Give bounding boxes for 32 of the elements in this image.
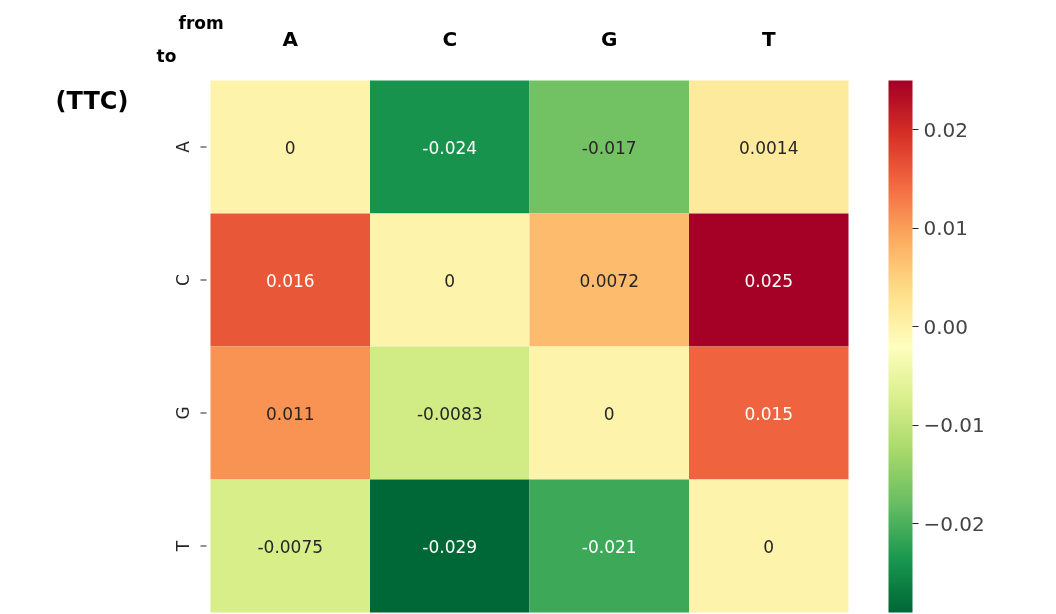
y-tick-label: G [172, 406, 193, 420]
data-label: 0.015 [744, 403, 794, 424]
data-label: -0.0083 [416, 403, 483, 424]
data-label: 0 [763, 536, 775, 557]
color-bar-label: 0.00 [923, 314, 969, 339]
data-label: 0.016 [265, 270, 315, 291]
data-label: 0 [603, 403, 615, 424]
data-label: -0.0075 [257, 536, 324, 557]
color-bar-label: 0.01 [923, 216, 969, 241]
y-tick-label: C [172, 274, 193, 286]
x-tick-label: A [282, 26, 299, 51]
y-tick-label: T [172, 540, 193, 553]
x-axis-title: from [178, 12, 224, 33]
x-tick-label: G [601, 26, 618, 51]
data-label: 0.025 [744, 270, 794, 291]
data-label: -0.024 [422, 137, 478, 158]
data-label: 0 [284, 137, 296, 158]
x-tick-label: T [761, 26, 776, 51]
data-label: -0.017 [581, 137, 637, 158]
data-label: 0.0072 [579, 270, 639, 291]
color-bar-label: 0.02 [923, 117, 969, 142]
y-axis-title: to [156, 45, 177, 66]
x-tick-label: C [442, 26, 458, 51]
data-label: -0.029 [422, 536, 478, 557]
data-label: -0.021 [581, 536, 637, 557]
chart-title: (TTC) [55, 86, 129, 115]
color-bar-label: −0.02 [923, 511, 985, 536]
data-label: 0 [444, 270, 456, 291]
y-tick-label: A [172, 140, 193, 153]
data-label: 0.011 [265, 403, 315, 424]
data-label: 0.0014 [739, 137, 799, 158]
color-bar-label: −0.01 [923, 413, 985, 438]
